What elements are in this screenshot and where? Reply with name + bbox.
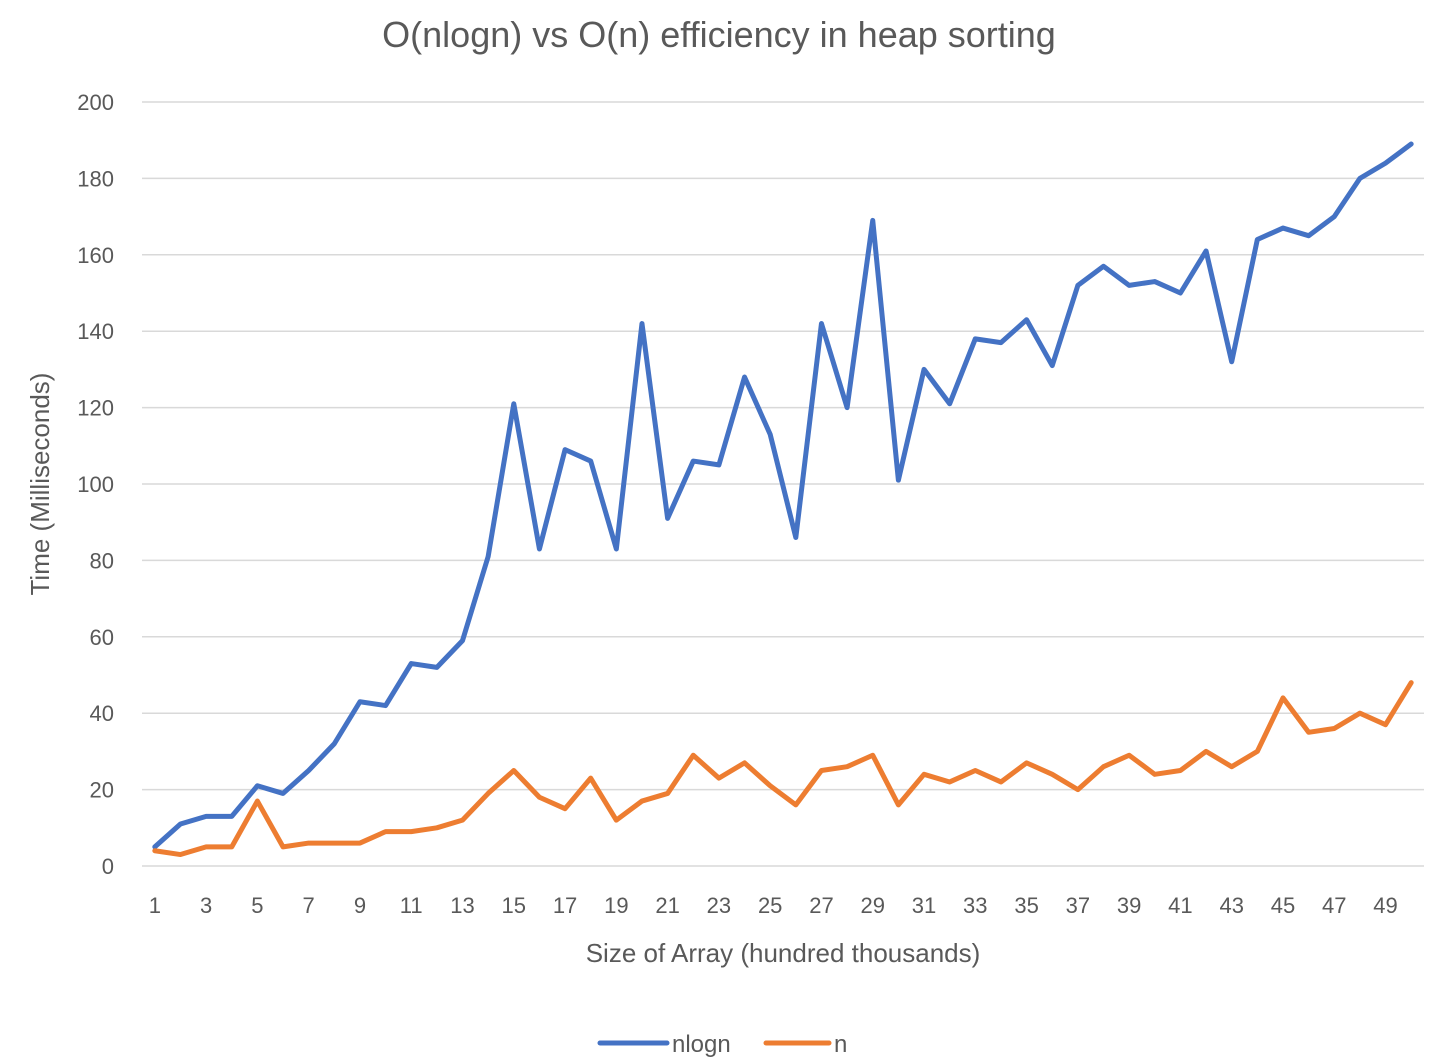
- y-tick-label: 40: [90, 701, 114, 726]
- x-tick-label: 9: [354, 893, 366, 918]
- legend-label-n: n: [834, 1031, 847, 1058]
- x-tick-label: 45: [1271, 893, 1295, 918]
- series-line-n: [152, 680, 1414, 858]
- x-tick-label: 29: [860, 893, 884, 918]
- y-tick-label: 100: [77, 472, 114, 497]
- legend: nlogn n: [597, 1031, 847, 1058]
- y-tick-label: 60: [90, 625, 114, 650]
- series-line-nlogn: [152, 141, 1414, 850]
- y-tick-label: 80: [90, 548, 114, 573]
- x-tick-label: 15: [502, 893, 526, 918]
- x-tick-label: 3: [200, 893, 212, 918]
- x-tick-label: 39: [1117, 893, 1141, 918]
- x-tick-label: 43: [1219, 893, 1243, 918]
- x-tick-label: 27: [809, 893, 833, 918]
- x-tick-label: 49: [1373, 893, 1397, 918]
- legend-label-nlogn: nlogn: [672, 1031, 731, 1058]
- y-axis-ticks: 0 20 40 60 80 100 120 140 160 180 200: [77, 90, 114, 879]
- x-tick-label: 41: [1168, 893, 1192, 918]
- x-tick-label: 5: [251, 893, 263, 918]
- x-tick-label: 47: [1322, 893, 1346, 918]
- x-tick-label: 11: [400, 893, 423, 918]
- x-tick-label: 25: [758, 893, 782, 918]
- y-tick-label: 200: [77, 90, 114, 115]
- y-tick-label: 20: [90, 778, 114, 803]
- x-tick-label: 23: [707, 893, 731, 918]
- x-axis-ticks: 1 3 5 7 9 11 13 15 17 19 21 23 25 27 29 31 33 35 37 39 41 43 4…: [149, 893, 1398, 918]
- y-tick-label: 180: [77, 166, 114, 191]
- y-tick-label: 160: [77, 243, 114, 268]
- x-tick-label: 37: [1066, 893, 1090, 918]
- y-tick-label: 120: [77, 396, 114, 421]
- x-tick-label: 13: [450, 893, 474, 918]
- x-tick-label: 1: [149, 893, 161, 918]
- x-tick-label: 19: [604, 893, 628, 918]
- y-tick-label: 0: [102, 854, 114, 879]
- y-axis-title: Time (Milliseconds): [25, 373, 55, 596]
- x-axis-title: Size of Array (hundred thousands): [586, 938, 981, 968]
- x-tick-label: 31: [912, 893, 936, 918]
- x-tick-label: 17: [553, 893, 577, 918]
- x-tick-label: 33: [963, 893, 987, 918]
- chart-title: O(nlogn) vs O(n) efficiency in heap sort…: [382, 14, 1056, 55]
- series-lines: [152, 141, 1414, 858]
- y-tick-label: 140: [77, 319, 114, 344]
- x-tick-label: 7: [303, 893, 315, 918]
- x-tick-label: 21: [655, 893, 679, 918]
- x-tick-label: 35: [1014, 893, 1038, 918]
